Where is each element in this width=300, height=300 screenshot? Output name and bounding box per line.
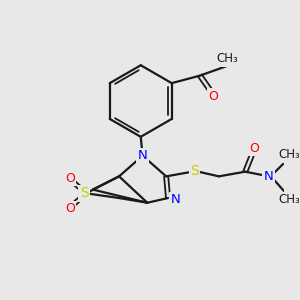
Text: O: O — [250, 142, 260, 154]
Text: N: N — [264, 170, 274, 183]
Text: S: S — [190, 164, 199, 178]
Text: S: S — [80, 186, 88, 200]
Text: N: N — [171, 194, 181, 206]
Text: O: O — [208, 90, 218, 103]
Text: CH₃: CH₃ — [279, 194, 300, 206]
Text: N: N — [138, 149, 148, 162]
Text: O: O — [65, 202, 75, 215]
Text: CH₃: CH₃ — [279, 148, 300, 161]
Text: CH₃: CH₃ — [216, 52, 238, 65]
Text: O: O — [65, 172, 75, 185]
